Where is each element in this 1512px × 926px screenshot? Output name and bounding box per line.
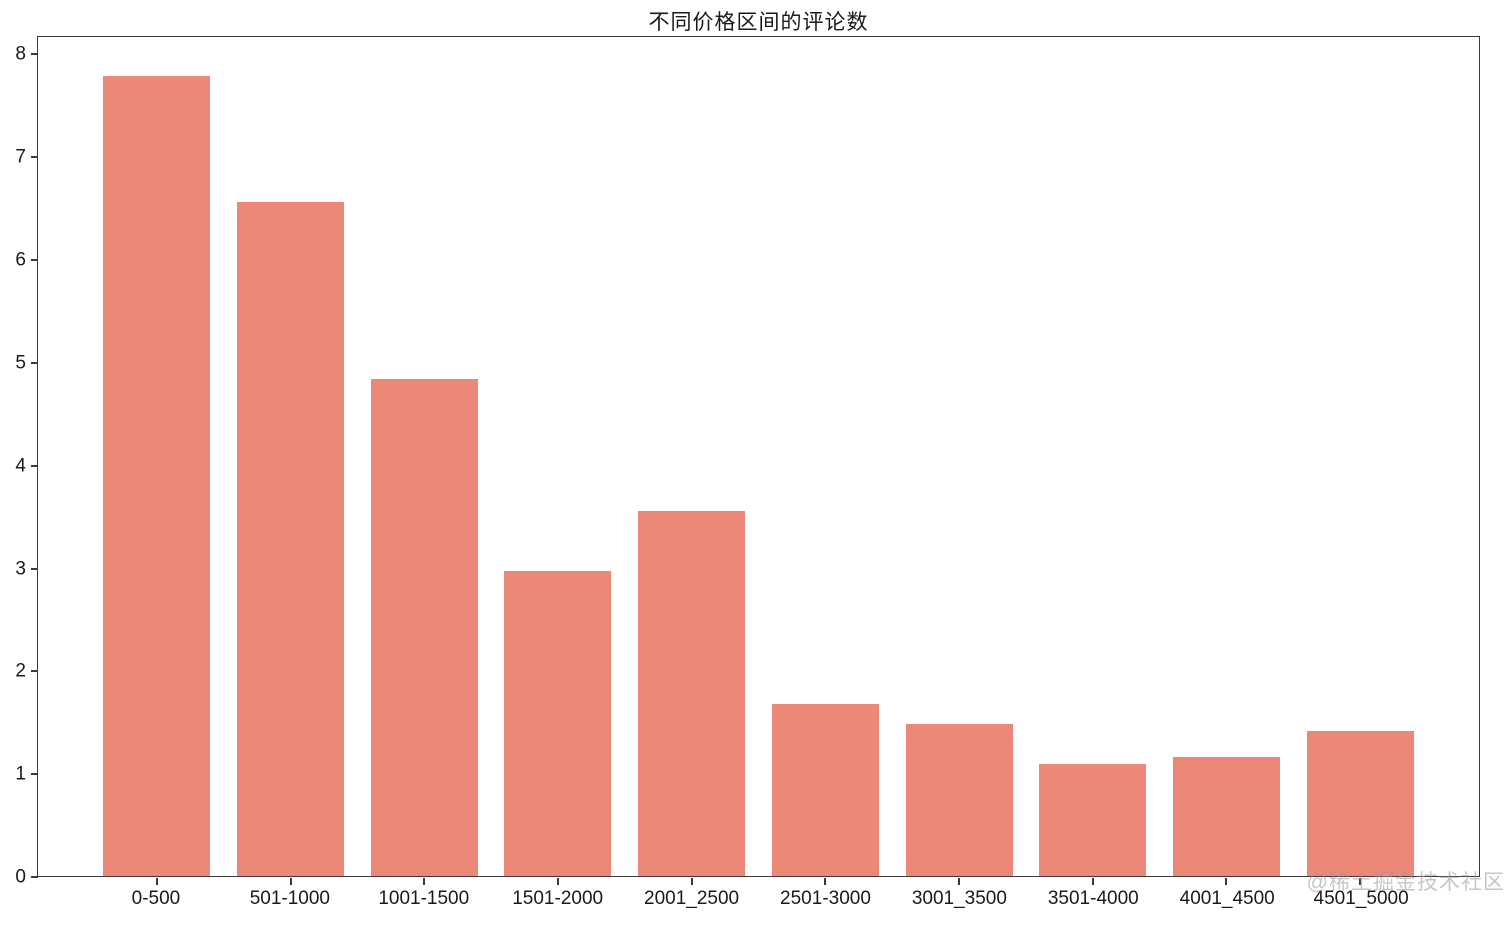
x-axis-label-3001_3500: 3001_3500 (911, 888, 1007, 909)
x-axis-label-3501-4000: 3501-4000 (1047, 888, 1139, 909)
bar-slot (90, 37, 224, 885)
y-axis-tick-label: 6 (15, 249, 26, 271)
y-axis-tick (31, 53, 38, 56)
x-axis-label-4501_5000: 4501_5000 (1313, 888, 1409, 909)
y-axis-tick-label: 2 (15, 660, 26, 682)
x-axis-label-2501-3000: 2501-3000 (780, 888, 871, 909)
y-axis-tick (31, 773, 38, 776)
y-axis-tick (31, 567, 38, 570)
y-axis-tick (31, 259, 38, 262)
bar-4001_4500 (1173, 756, 1280, 876)
x-axis-labels: 0-500 501-1000 1001-1500 1501-2000 2001_2500… (37, 888, 1480, 910)
bar-501-1000 (237, 201, 345, 876)
chart-title: 不同价格区间的评论数 (648, 11, 869, 34)
bar-3501-4000 (1039, 763, 1147, 876)
bar-0-500 (103, 76, 211, 876)
bar-1001-1500 (370, 379, 478, 876)
bar-slot (759, 37, 893, 885)
x-axis-label-2001_2500: 2001_2500 (644, 888, 740, 909)
x-axis-label-1501-2000: 1501-2000 (512, 888, 604, 909)
x-axis-tick (690, 878, 693, 885)
y-axis-tick (31, 876, 38, 878)
y-axis-tick (31, 464, 38, 467)
y-axis-tick (31, 670, 38, 673)
bars-row (38, 37, 1479, 885)
bar-slot (1293, 37, 1427, 885)
bar-slot (357, 37, 491, 885)
x-axis-label-0-500: 0-500 (131, 888, 181, 909)
x-axis-tick (958, 878, 961, 885)
x-axis-tick (155, 878, 158, 885)
x-axis-label-1001-1500: 1001-1500 (378, 888, 470, 909)
y-axis-tick-label: 4 (15, 455, 26, 477)
y-axis-tick-label: 7 (15, 146, 26, 168)
x-axis-tick (1225, 878, 1228, 885)
bar-2001_2500 (638, 511, 746, 876)
y-axis-tick-label: 5 (15, 352, 26, 374)
bar-slot (1160, 37, 1294, 885)
bar-slot (491, 37, 625, 885)
plot-area: 0 1 2 3 4 5 6 7 8 (15, 36, 1480, 887)
bar-2501-3000 (771, 704, 879, 876)
y-axis-tick (31, 361, 38, 364)
x-axis-label-4001_4500: 4001_4500 (1179, 888, 1275, 909)
x-axis-label-501-1000: 501-1000 (249, 888, 330, 909)
bar-slot (892, 37, 1026, 885)
y-axis-tick-label: 8 (15, 43, 26, 65)
x-axis-tick (1359, 878, 1362, 885)
x-axis-tick (556, 878, 559, 885)
bar-3001_3500 (905, 723, 1013, 876)
y-axis-tick-label: 3 (15, 558, 26, 580)
bar-1501-2000 (504, 570, 612, 876)
y-axis-tick-label: 0 (15, 866, 26, 888)
y-axis-tick-label: 1 (15, 763, 26, 785)
bar-slot (1026, 37, 1160, 885)
bar-4501_5000 (1306, 731, 1414, 876)
x-axis-tick (824, 878, 827, 885)
x-axis-tick (1091, 878, 1094, 885)
x-axis-tick (423, 878, 426, 885)
y-axis-tick (31, 156, 38, 159)
bar-slot (625, 37, 759, 885)
bar-slot (224, 37, 358, 885)
x-axis-tick (289, 878, 292, 885)
